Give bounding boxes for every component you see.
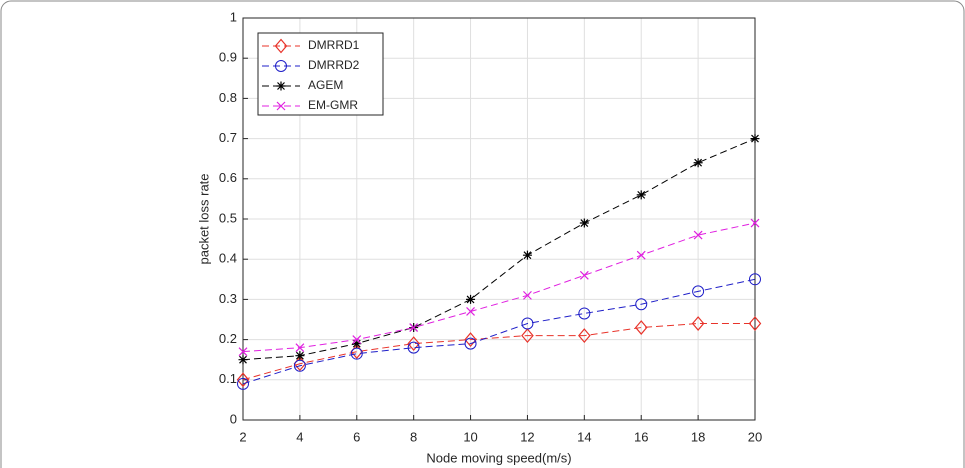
legend: DMRRD1 DMRRD2 AGEM EM-GMR bbox=[257, 32, 384, 116]
marker bbox=[521, 328, 534, 344]
marker bbox=[238, 347, 248, 357]
marker bbox=[293, 359, 306, 372]
series-line bbox=[242, 222, 756, 353]
marker bbox=[236, 372, 250, 388]
marker bbox=[238, 355, 248, 365]
marker bbox=[749, 273, 761, 286]
legend-marker bbox=[275, 60, 287, 72]
marker bbox=[693, 230, 703, 240]
y-tick-label: 0.1 bbox=[219, 371, 237, 386]
legend-label: EM-GMR bbox=[308, 98, 358, 112]
legend-marker bbox=[274, 38, 288, 54]
marker bbox=[407, 336, 420, 352]
marker bbox=[464, 337, 477, 350]
marker bbox=[578, 307, 591, 320]
y-tick-label: 0.7 bbox=[219, 130, 237, 145]
marker bbox=[578, 328, 591, 344]
marker bbox=[748, 316, 762, 331]
x-tick-label: 18 bbox=[691, 429, 705, 444]
marker bbox=[352, 335, 362, 345]
x-tick-label: 2 bbox=[239, 429, 246, 444]
x-tick-label: 14 bbox=[577, 429, 591, 444]
marker bbox=[407, 341, 420, 354]
marker bbox=[522, 250, 532, 260]
x-tick-label: 20 bbox=[748, 429, 762, 444]
y-tick-label: 0.4 bbox=[219, 251, 237, 266]
x-tick-label: 10 bbox=[463, 429, 477, 444]
marker bbox=[750, 134, 760, 144]
legend-box bbox=[257, 32, 384, 116]
marker bbox=[350, 347, 363, 360]
legend-marker bbox=[276, 101, 286, 111]
marker bbox=[692, 285, 705, 298]
x-tick-label: 16 bbox=[634, 429, 648, 444]
marker bbox=[691, 316, 705, 331]
marker bbox=[237, 377, 249, 390]
y-axis-label: packet loss rate bbox=[196, 173, 211, 264]
series-line bbox=[242, 323, 755, 381]
y-tick-label: 0.3 bbox=[219, 291, 237, 306]
marker bbox=[466, 294, 476, 304]
marker bbox=[295, 351, 305, 361]
axes-box bbox=[242, 17, 756, 421]
y-tick-label: 0.6 bbox=[219, 170, 237, 185]
marker bbox=[523, 290, 532, 300]
y-tick-label: 0 bbox=[230, 411, 237, 426]
y-tick-label: 0.5 bbox=[219, 210, 237, 225]
x-axis-label: Node moving speed(m/s) bbox=[426, 450, 571, 465]
y-tick-label: 0.2 bbox=[219, 331, 237, 346]
legend-label: DMRRD2 bbox=[308, 58, 360, 72]
legend-marker bbox=[276, 81, 286, 91]
marker bbox=[521, 317, 534, 330]
x-tick-label: 8 bbox=[410, 429, 417, 444]
x-tick-label: 12 bbox=[520, 429, 534, 444]
x-tick-label: 6 bbox=[353, 429, 360, 444]
marker bbox=[352, 339, 362, 349]
legend-label: AGEM bbox=[308, 78, 343, 92]
marker bbox=[409, 323, 419, 332]
y-tick-label: 0.9 bbox=[219, 50, 237, 65]
x-tick-label: 4 bbox=[296, 429, 303, 444]
marker bbox=[579, 218, 589, 228]
series-line bbox=[242, 278, 756, 385]
marker bbox=[750, 218, 760, 228]
marker bbox=[466, 307, 475, 316]
y-tick-label: 0.8 bbox=[219, 90, 237, 105]
marker bbox=[634, 320, 648, 335]
marker bbox=[295, 343, 305, 353]
marker bbox=[636, 190, 646, 200]
legend-label: DMRRD1 bbox=[308, 38, 360, 52]
marker bbox=[636, 250, 646, 260]
marker bbox=[635, 298, 648, 311]
marker bbox=[693, 158, 703, 168]
marker bbox=[464, 332, 477, 348]
marker bbox=[579, 270, 589, 280]
y-tick-label: 1 bbox=[230, 9, 237, 24]
